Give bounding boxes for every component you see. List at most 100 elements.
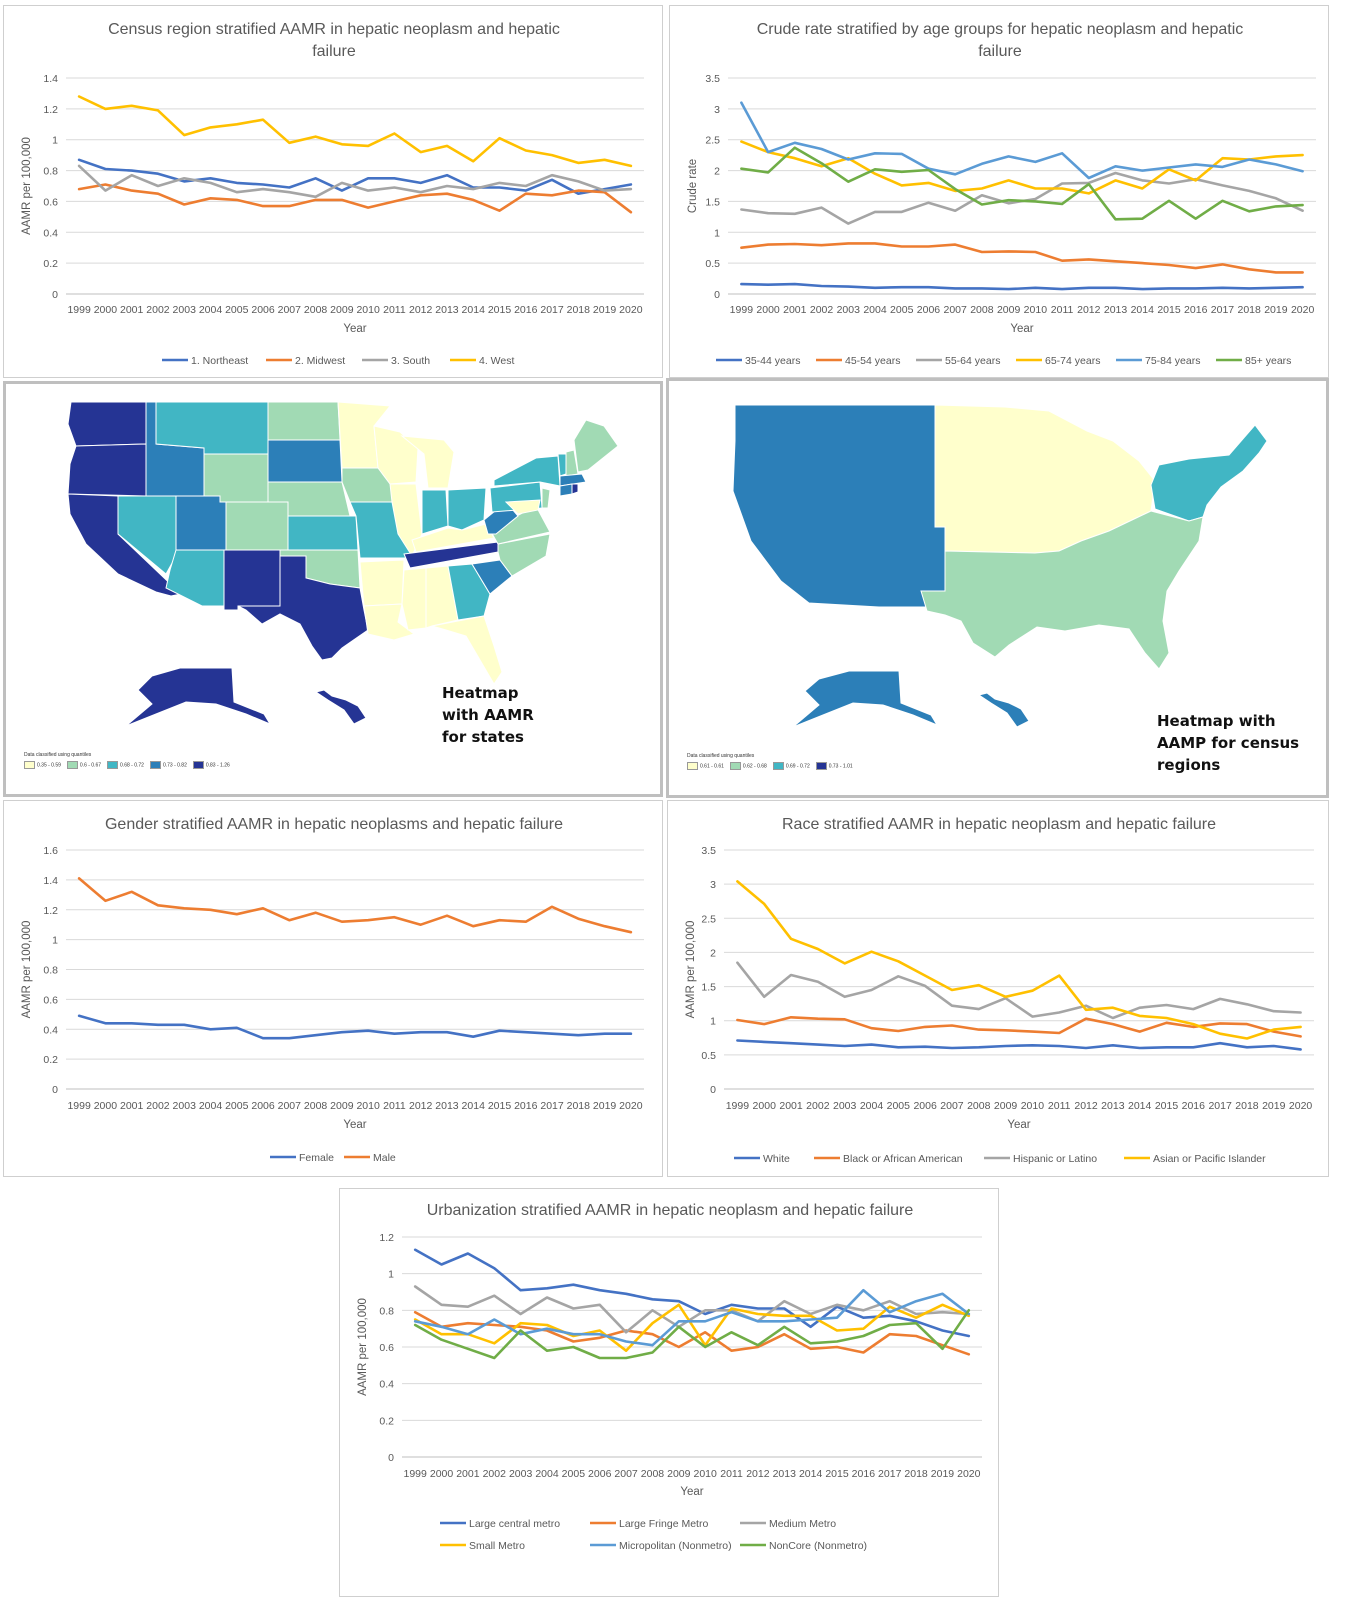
x-tick-label: 2002 (483, 1468, 507, 1480)
x-tick-label: 2009 (330, 1100, 354, 1112)
x-tick-label: 2003 (173, 1100, 197, 1112)
legend-label: Female (299, 1152, 334, 1164)
state-virginia (489, 505, 551, 545)
state-ohio (447, 487, 487, 531)
y-tick-label: 0 (52, 1084, 58, 1096)
x-tick-label: 2017 (540, 1100, 564, 1112)
state-oregon (67, 443, 147, 497)
map-legend-item: 0.6 - 0.67 (66, 761, 101, 769)
series-line-4 (413, 1303, 971, 1352)
y-tick-label: 3.5 (705, 73, 720, 85)
x-tick-label: 2014 (462, 1100, 486, 1112)
state-indiana (421, 489, 449, 535)
chart-title: Crude rate stratified by age groups for … (757, 21, 1244, 38)
map-legend-swatch (24, 761, 35, 769)
series-line-5 (740, 101, 1304, 180)
series-line-1 (736, 1039, 1302, 1051)
x-axis-label: Year (1007, 1119, 1030, 1131)
chart-title: Gender stratified AAMR in hepatic neopla… (105, 816, 563, 833)
x-tick-label: 2014 (1131, 304, 1155, 316)
legend-label: 45-54 years (845, 355, 900, 367)
state-heatmap-panel: Heatmap with AAMR for states Data classi… (3, 381, 663, 797)
x-tick-label: 2007 (940, 1100, 964, 1112)
series-line-5 (413, 1288, 971, 1347)
x-tick-label: 2015 (488, 1100, 512, 1112)
series-line-4 (77, 95, 633, 168)
state-colorado (225, 501, 289, 551)
x-tick-label: 2010 (356, 304, 380, 316)
y-axis-label: AAMR per 100,000 (21, 137, 33, 235)
x-tick-label: 2004 (535, 1468, 559, 1480)
y-tick-label: 1 (52, 135, 58, 147)
y-tick-label: 0 (52, 289, 58, 301)
y-tick-label: 0.6 (43, 196, 58, 208)
series-line-6 (740, 146, 1304, 221)
map-legend-item: 0.73 - 1.01 (815, 762, 853, 770)
x-tick-label: 2004 (860, 1100, 884, 1112)
x-tick-label: 1999 (726, 1100, 750, 1112)
region-map-legend: 0.61 - 0.61 0.62 - 0.68 0.69 - 0.72 0.73 - … (687, 762, 853, 770)
race-chart-panel: Race stratified AAMR in hepatic neoplasm… (667, 800, 1329, 1177)
series-line-2 (740, 242, 1304, 274)
series-line-3 (413, 1285, 971, 1334)
legend-label: 2. Midwest (295, 355, 345, 367)
race-line-chart: Race stratified AAMR in hepatic neoplasm… (685, 816, 1314, 1165)
gender-chart-panel: Gender stratified AAMR in hepatic neopla… (3, 800, 663, 1177)
x-tick-label: 2008 (970, 304, 994, 316)
x-tick-label: 2018 (1238, 304, 1262, 316)
x-tick-label: 2006 (913, 1100, 937, 1112)
state-florida (431, 615, 503, 685)
map-legend-swatch (815, 762, 827, 770)
region-legend-title: Data classified using quantiles (687, 753, 755, 759)
state-hawaii (314, 689, 367, 725)
y-tick-label: 3 (714, 104, 720, 116)
y-tick-label: 3 (710, 879, 716, 891)
region-alaska-west (792, 670, 939, 728)
x-tick-label: 2002 (146, 304, 170, 316)
legend-label: 55-64 years (945, 355, 1000, 367)
map-legend-item: 0.62 - 0.68 (729, 762, 767, 770)
x-tick-label: 2010 (1024, 304, 1048, 316)
state-texas (237, 555, 369, 661)
x-tick-label: 2020 (619, 1100, 643, 1112)
y-tick-label: 1.2 (43, 905, 58, 917)
x-tick-label: 2000 (756, 304, 780, 316)
state-new-jersey (541, 487, 551, 509)
x-tick-label: 2019 (593, 1100, 617, 1112)
x-tick-label: 2017 (1211, 304, 1235, 316)
y-tick-label: 1.4 (43, 875, 58, 887)
y-tick-label: 0.2 (43, 258, 58, 270)
x-tick-label: 2007 (944, 304, 968, 316)
series-line-4 (740, 140, 1304, 195)
region-heatmap-caption: Heatmap with AAMP for census regions (1157, 710, 1299, 776)
legend-label: Male (373, 1152, 396, 1164)
x-tick-label: 2016 (852, 1468, 876, 1480)
map-legend-item: 0.83 - 1.26 (192, 761, 230, 769)
y-tick-label: 2 (710, 947, 716, 959)
y-tick-label: 1.5 (705, 196, 720, 208)
x-tick-label: 2011 (1051, 304, 1074, 316)
x-tick-label: 2018 (904, 1468, 928, 1480)
x-tick-label: 2003 (833, 1100, 857, 1112)
x-tick-label: 2017 (878, 1468, 902, 1480)
x-tick-label: 2014 (799, 1468, 823, 1480)
y-tick-label: 0.8 (379, 1305, 394, 1317)
x-tick-label: 2018 (567, 304, 591, 316)
us-region-map (732, 404, 1268, 728)
y-tick-label: 1.2 (379, 1232, 394, 1244)
y-tick-label: 0.4 (379, 1379, 394, 1391)
state-map-legend: 0.35 - 0.59 0.6 - 0.67 0.68 - 0.72 0.73 - 0… (24, 761, 230, 769)
x-tick-label: 2002 (810, 304, 834, 316)
map-legend-label: 0.35 - 0.59 (37, 762, 61, 769)
x-tick-label: 2001 (779, 1100, 803, 1112)
state-maine (573, 419, 619, 473)
x-tick-label: 2011 (720, 1468, 743, 1480)
y-tick-label: 0.4 (43, 227, 58, 239)
x-tick-label: 2000 (753, 1100, 777, 1112)
region-heatmap-panel: Heatmap with AAMP for census regions Dat… (666, 378, 1329, 798)
census-region-chart-panel: Census region stratified AAMR in hepatic… (3, 5, 663, 378)
map-legend-item: 0.73 - 0.82 (149, 761, 187, 769)
x-tick-label: 2003 (173, 304, 197, 316)
series-line-2 (77, 877, 633, 934)
us-state-map (67, 401, 619, 727)
